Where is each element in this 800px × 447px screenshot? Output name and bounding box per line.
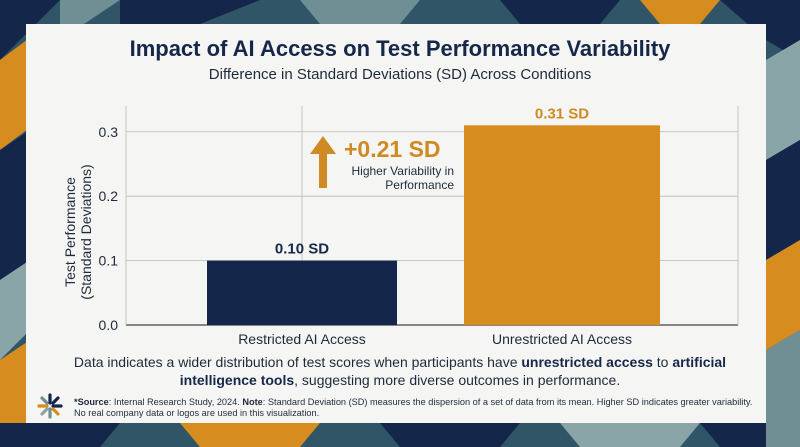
source-label: *Source	[74, 397, 109, 407]
note-label: Note	[242, 397, 263, 407]
bar	[207, 260, 397, 325]
caption-part3: , suggesting more diverse outcomes in pe…	[294, 372, 621, 388]
y-tick-label: 0.1	[99, 253, 119, 269]
source-text: : Internal Research Study, 2024.	[108, 397, 243, 407]
caption-part1: Data indicates a wider distribution of t…	[73, 354, 522, 370]
up-arrow-icon	[310, 136, 336, 188]
difference-annotation-value: +0.21 SD	[344, 136, 441, 162]
x-tick-label: Restricted AI Access	[238, 331, 366, 347]
difference-annotation-text: Higher Variability in Performance	[351, 164, 455, 192]
caption-bold1: unrestricted access	[521, 354, 653, 370]
note-text: : Standard Deviation (SD) measures the d…	[74, 397, 753, 418]
source-note: *Source: Internal Research Study, 2024. …	[74, 397, 754, 419]
chart-caption: Data indicates a wider distribution of t…	[70, 353, 730, 389]
caption-part2: to	[652, 354, 673, 370]
y-tick-label: 0.2	[99, 188, 119, 204]
x-tick-label: Unrestricted AI Access	[492, 331, 632, 347]
y-tick-label: 0.0	[99, 317, 119, 333]
y-tick-label: 0.3	[99, 124, 119, 140]
bar-value-label: 0.10 SD	[275, 241, 329, 258]
asterisk-logo-icon	[37, 393, 63, 419]
bar-value-label: 0.31 SD	[535, 105, 589, 122]
chart-subtitle: Difference in Standard Deviations (SD) A…	[208, 66, 592, 83]
caption-bold2: artificial intelligence tools	[179, 354, 727, 388]
bar	[464, 125, 660, 325]
chart-title: Impact of AI Access on Test Performance …	[129, 36, 671, 61]
